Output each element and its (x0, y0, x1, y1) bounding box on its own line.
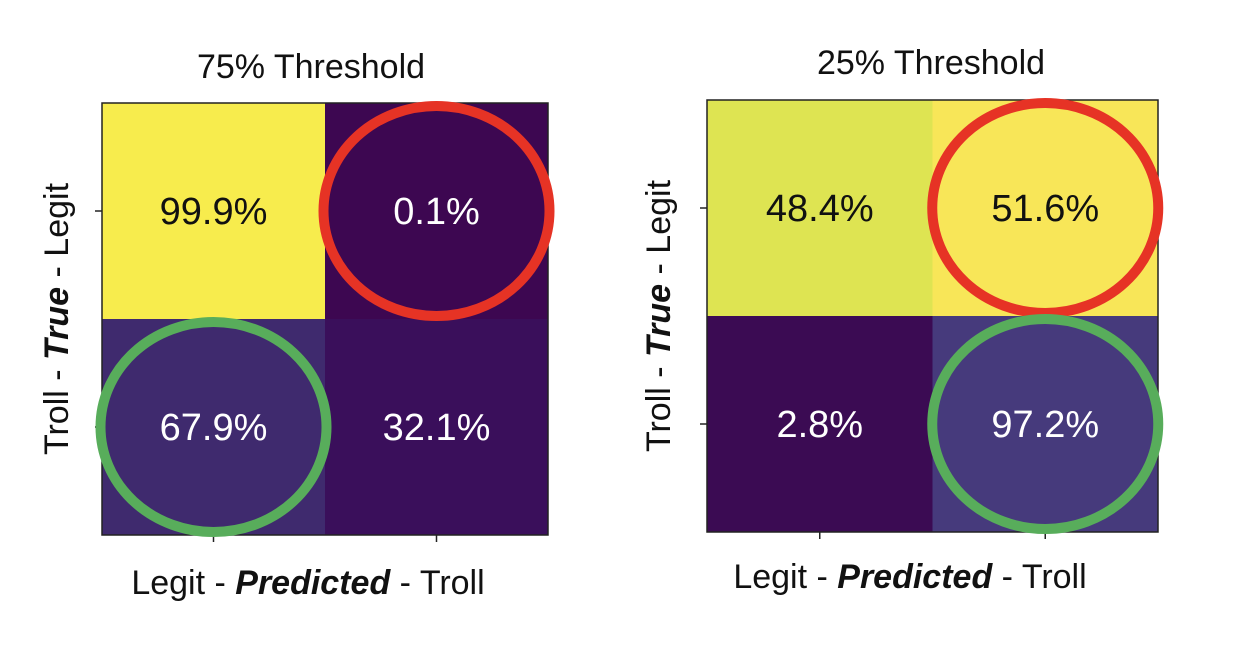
plot-frame (101, 102, 549, 536)
cell-value-label: 97.2% (991, 404, 1099, 446)
highlight-circle-green (95, 317, 332, 537)
heatmap-cell (102, 103, 325, 319)
highlight-circle-red (318, 101, 555, 321)
x-axis-label: Legit - Predicted - Troll (733, 558, 1086, 596)
heatmap-cell (325, 319, 548, 535)
y-axis-label: Troll - True - Legit (640, 179, 678, 452)
heatmap-cell (325, 103, 548, 319)
cell-value-label: 0.1% (393, 191, 480, 233)
plot-frame (706, 99, 1159, 533)
cell-value-label: 99.9% (160, 191, 268, 233)
heatmap-cell (707, 100, 933, 316)
heatmap-cell (707, 316, 933, 532)
y-axis-label: Troll - True - Legit (38, 182, 76, 455)
heatmap-cell (102, 319, 325, 535)
highlight-circle-red (927, 98, 1164, 318)
chart-title: 75% Threshold (197, 48, 425, 86)
highlight-circle-green (927, 314, 1164, 534)
cell-value-label: 51.6% (991, 188, 1099, 230)
x-axis-label: Legit - Predicted - Troll (131, 564, 484, 602)
cell-value-label: 67.9% (160, 407, 268, 449)
cell-value-label: 48.4% (766, 188, 874, 230)
cell-value-label: 32.1% (383, 407, 491, 449)
cell-value-label: 2.8% (776, 404, 863, 446)
confusion-matrix-2: 25% Threshold 48.4% 51.6% 2.8% 97.2% Legit - … (640, 44, 1164, 596)
chart-title: 25% Threshold (817, 44, 1045, 82)
confusion-matrix-1: 75% Threshold 99.9% 0.1% 67.9% 32.1% Legit - … (38, 48, 555, 602)
